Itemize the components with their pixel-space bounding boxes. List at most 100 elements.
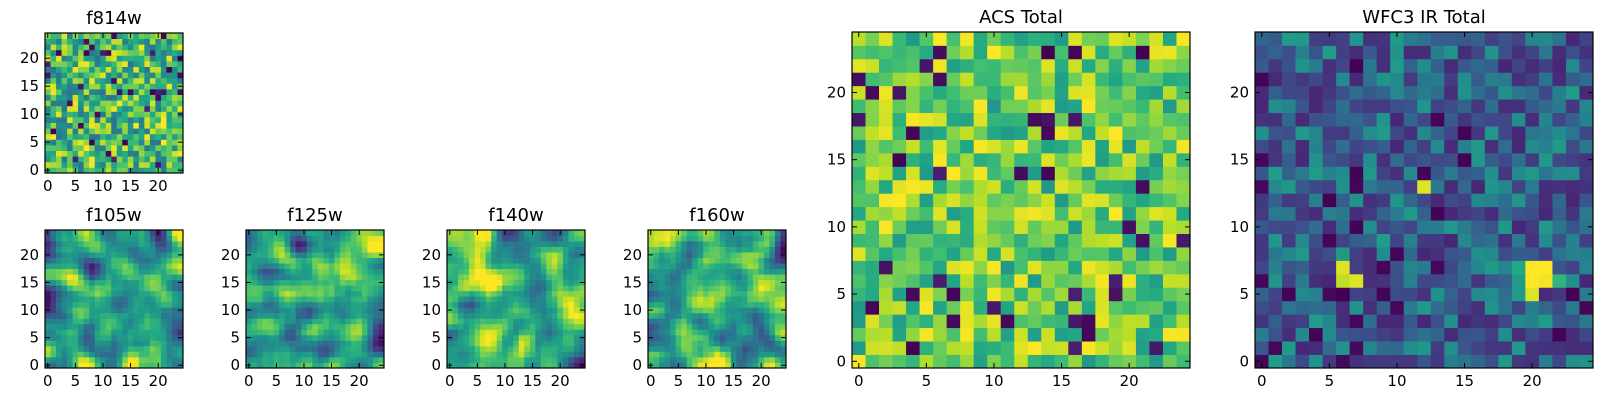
heatmap-cell [852,354,866,369]
heatmap-cell [89,77,96,84]
heatmap-cell [50,61,57,67]
heatmap-cell [681,241,688,247]
heatmap-cell [328,340,335,347]
heatmap-cell [780,274,787,281]
heatmap-cell [1457,341,1472,355]
heatmap-cell [502,318,509,325]
heatmap-cell [273,345,280,352]
heatmap-cell [502,340,509,347]
heatmap-cell [747,268,754,275]
heatmap-cell [973,314,988,329]
heatmap-cell [730,279,737,286]
heatmap-cell [105,117,112,123]
heatmap-cell [1403,152,1418,167]
heatmap-cell [1027,166,1042,181]
heatmap-cell [529,252,536,258]
heatmap-cell [339,235,346,242]
heatmap-cell [328,301,335,308]
heatmap-cell [987,112,1002,127]
heatmap-cell [1122,139,1137,154]
heatmap-cell [1430,314,1445,329]
heatmap-cell [312,312,319,319]
heatmap-cell [1162,260,1177,275]
heatmap-cell [562,274,569,281]
heatmap-cell [524,257,531,264]
heatmap-cell [747,345,754,352]
heatmap-cell [579,340,586,347]
heatmap-cell [452,230,459,236]
heatmap-cell [681,296,688,303]
heatmap-cell [653,351,660,358]
heatmap-cell [1135,341,1150,355]
heatmap-cell [1135,260,1150,275]
heatmap-cell [100,72,107,79]
heatmap-cell [273,296,280,303]
heatmap-cell [345,257,352,264]
heatmap-cell [546,323,553,330]
heatmap-cell [1176,327,1191,342]
heatmap-cell [138,94,145,101]
heatmap-cell [122,156,129,163]
heatmap-cell [719,285,726,292]
x-tick-label: 15 [322,372,341,390]
heatmap-cell [551,312,558,319]
heatmap-cell [736,235,743,242]
heatmap-cell [1363,206,1378,221]
heatmap-cell [1444,85,1459,100]
heatmap-cell [144,290,151,297]
heatmap-cell [879,166,893,181]
heatmap-cell [865,85,880,100]
heatmap-cell [865,58,880,73]
heatmap-cell [535,362,542,369]
heatmap-cell [919,45,934,60]
heatmap-cell [1149,166,1164,181]
heatmap-cell [279,285,286,292]
heatmap-cell [1027,287,1042,302]
panel-title-wfc3-ir-total: WFC3 IR Total [1362,7,1485,28]
heatmap-cell [177,105,184,112]
heatmap-cell [1027,112,1042,127]
heatmap-cell [45,156,51,163]
heatmap-cell [116,356,123,363]
heatmap-cell [1081,300,1096,315]
heatmap-cell [177,263,184,270]
heatmap-cell [946,152,961,167]
heatmap-cell [127,329,134,336]
heatmap-cell [257,230,263,236]
heatmap-cell [452,268,459,275]
heatmap-cell [758,301,765,308]
y-tick-label: 15 [623,273,642,291]
heatmap-cell [987,152,1002,167]
heatmap-cell [1027,179,1042,194]
heatmap-cell [251,334,258,341]
heatmap-cell [56,318,62,325]
heatmap-cell [1363,99,1378,114]
heatmap-cell [659,345,665,352]
heatmap-cell [659,230,665,236]
heatmap-cell [747,290,754,297]
heatmap-cell [1095,85,1110,100]
heatmap-cell [67,122,73,129]
heatmap-cell [273,356,280,363]
heatmap-cell [681,334,688,341]
heatmap-cell [769,296,776,303]
heatmap-cell [350,263,357,270]
heatmap-cell [290,296,297,303]
heatmap-cell [1027,152,1042,167]
heatmap-cell [127,318,134,325]
heatmap-cell [122,263,129,270]
heatmap-cell [149,340,156,347]
heatmap-cell [780,263,787,270]
heatmap-cell [1309,206,1323,221]
heatmap-cell [89,38,96,45]
heatmap-cell [284,246,291,253]
heatmap-cell [933,152,948,167]
heatmap-cell [138,122,145,129]
heatmap-cell [160,340,167,347]
heatmap-cell [1282,287,1296,302]
x-tick-label: 5 [272,372,282,390]
heatmap-cell [367,340,374,347]
heatmap-cell [946,260,961,275]
heatmap-cell [865,220,880,234]
heatmap-cell [133,340,140,347]
